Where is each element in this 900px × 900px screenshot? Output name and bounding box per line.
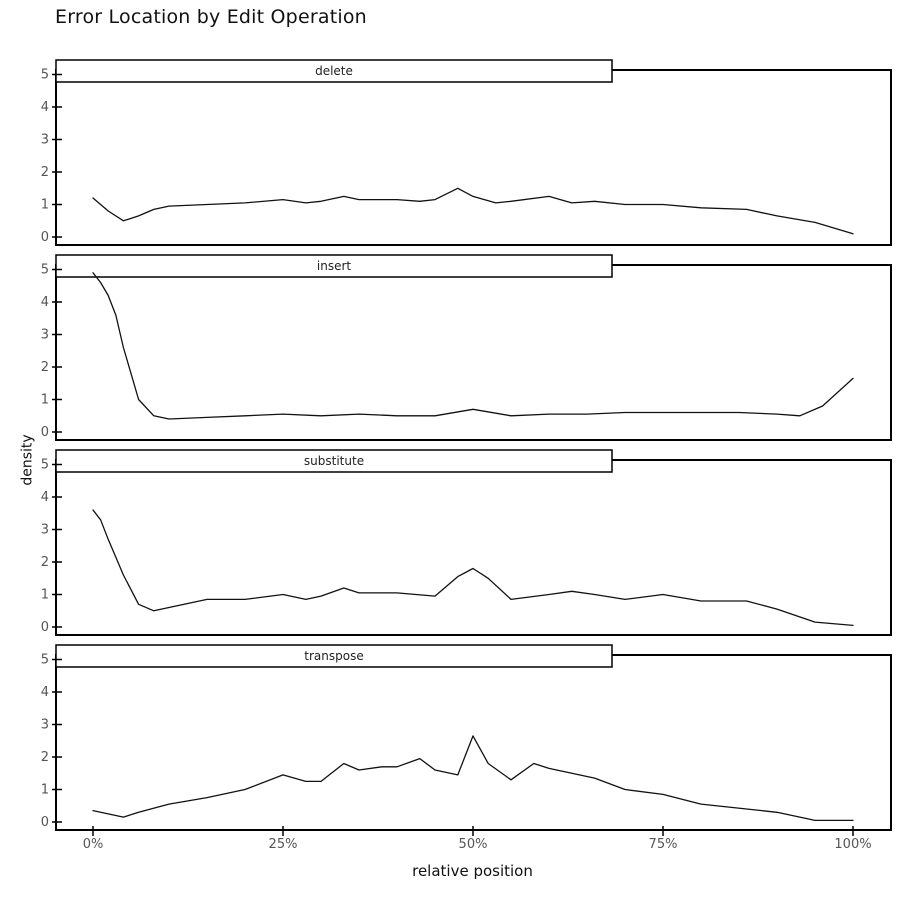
x-tick-label-50%: 50% — [459, 837, 488, 852]
chart-title: Error Location by Edit Operation — [55, 6, 367, 28]
facet-panel-insert: insert 0 1 2 3 4 5 — [41, 254, 892, 441]
y-tick-label-substitute-4: 4 — [41, 490, 49, 505]
y-tick-label-delete-4: 4 — [41, 100, 49, 115]
y-tick-label-transpose-3: 3 — [41, 718, 49, 733]
facet-strip-transpose — [55, 644, 613, 668]
y-tick-label-transpose-5: 5 — [41, 653, 49, 668]
y-tick-label-delete-0: 0 — [41, 230, 49, 245]
facet-panel-substitute: substitute 0 1 2 3 4 5 — [41, 449, 892, 636]
panel-frame-substitute — [55, 459, 892, 636]
x-tick-label-0%: 0% — [83, 837, 104, 852]
density-line-substitute — [92, 509, 854, 627]
panel-frame-transpose — [55, 654, 892, 831]
panel-frame-delete — [55, 69, 892, 246]
density-line-delete — [92, 187, 854, 235]
y-tick-label-insert-3: 3 — [41, 328, 49, 343]
x-tick-label-100%: 100% — [834, 837, 871, 852]
y-tick-label-transpose-4: 4 — [41, 685, 49, 700]
y-tick-label-insert-5: 5 — [41, 263, 49, 278]
facet-strip-insert — [55, 254, 613, 278]
y-tick-label-transpose-0: 0 — [41, 815, 49, 830]
x-tick-label-25%: 25% — [269, 837, 298, 852]
density-line-insert — [92, 272, 854, 420]
y-tick-label-delete-1: 1 — [41, 198, 49, 213]
facet-label-insert: insert — [317, 259, 352, 273]
y-tick-label-transpose-1: 1 — [41, 783, 49, 798]
y-tick-label-substitute-2: 2 — [41, 555, 49, 570]
y-tick-label-insert-0: 0 — [41, 425, 49, 440]
facet-label-transpose: transpose — [304, 649, 363, 663]
facet-label-delete: delete — [315, 64, 353, 78]
y-tick-label-substitute-5: 5 — [41, 458, 49, 473]
facet-label-substitute: substitute — [304, 454, 364, 468]
facet-strip-delete — [55, 59, 613, 83]
y-tick-label-insert-1: 1 — [41, 393, 49, 408]
y-tick-label-substitute-3: 3 — [41, 523, 49, 538]
facet-panel-transpose: transpose 0 1 2 3 4 5 — [41, 644, 892, 831]
y-tick-label-transpose-2: 2 — [41, 750, 49, 765]
x-tick-label-75%: 75% — [649, 837, 678, 852]
y-tick-label-delete-2: 2 — [41, 165, 49, 180]
x-axis-label: relative position — [412, 862, 533, 880]
facet-panel-delete: delete 0 1 2 3 4 5 — [41, 59, 892, 246]
y-tick-label-delete-5: 5 — [41, 68, 49, 83]
facet-strip-substitute — [55, 449, 613, 473]
y-tick-label-insert-2: 2 — [41, 360, 49, 375]
y-tick-label-delete-3: 3 — [41, 133, 49, 148]
y-tick-label-substitute-1: 1 — [41, 588, 49, 603]
y-tick-label-substitute-0: 0 — [41, 620, 49, 635]
y-tick-label-insert-4: 4 — [41, 295, 49, 310]
density-line-transpose — [92, 735, 854, 822]
